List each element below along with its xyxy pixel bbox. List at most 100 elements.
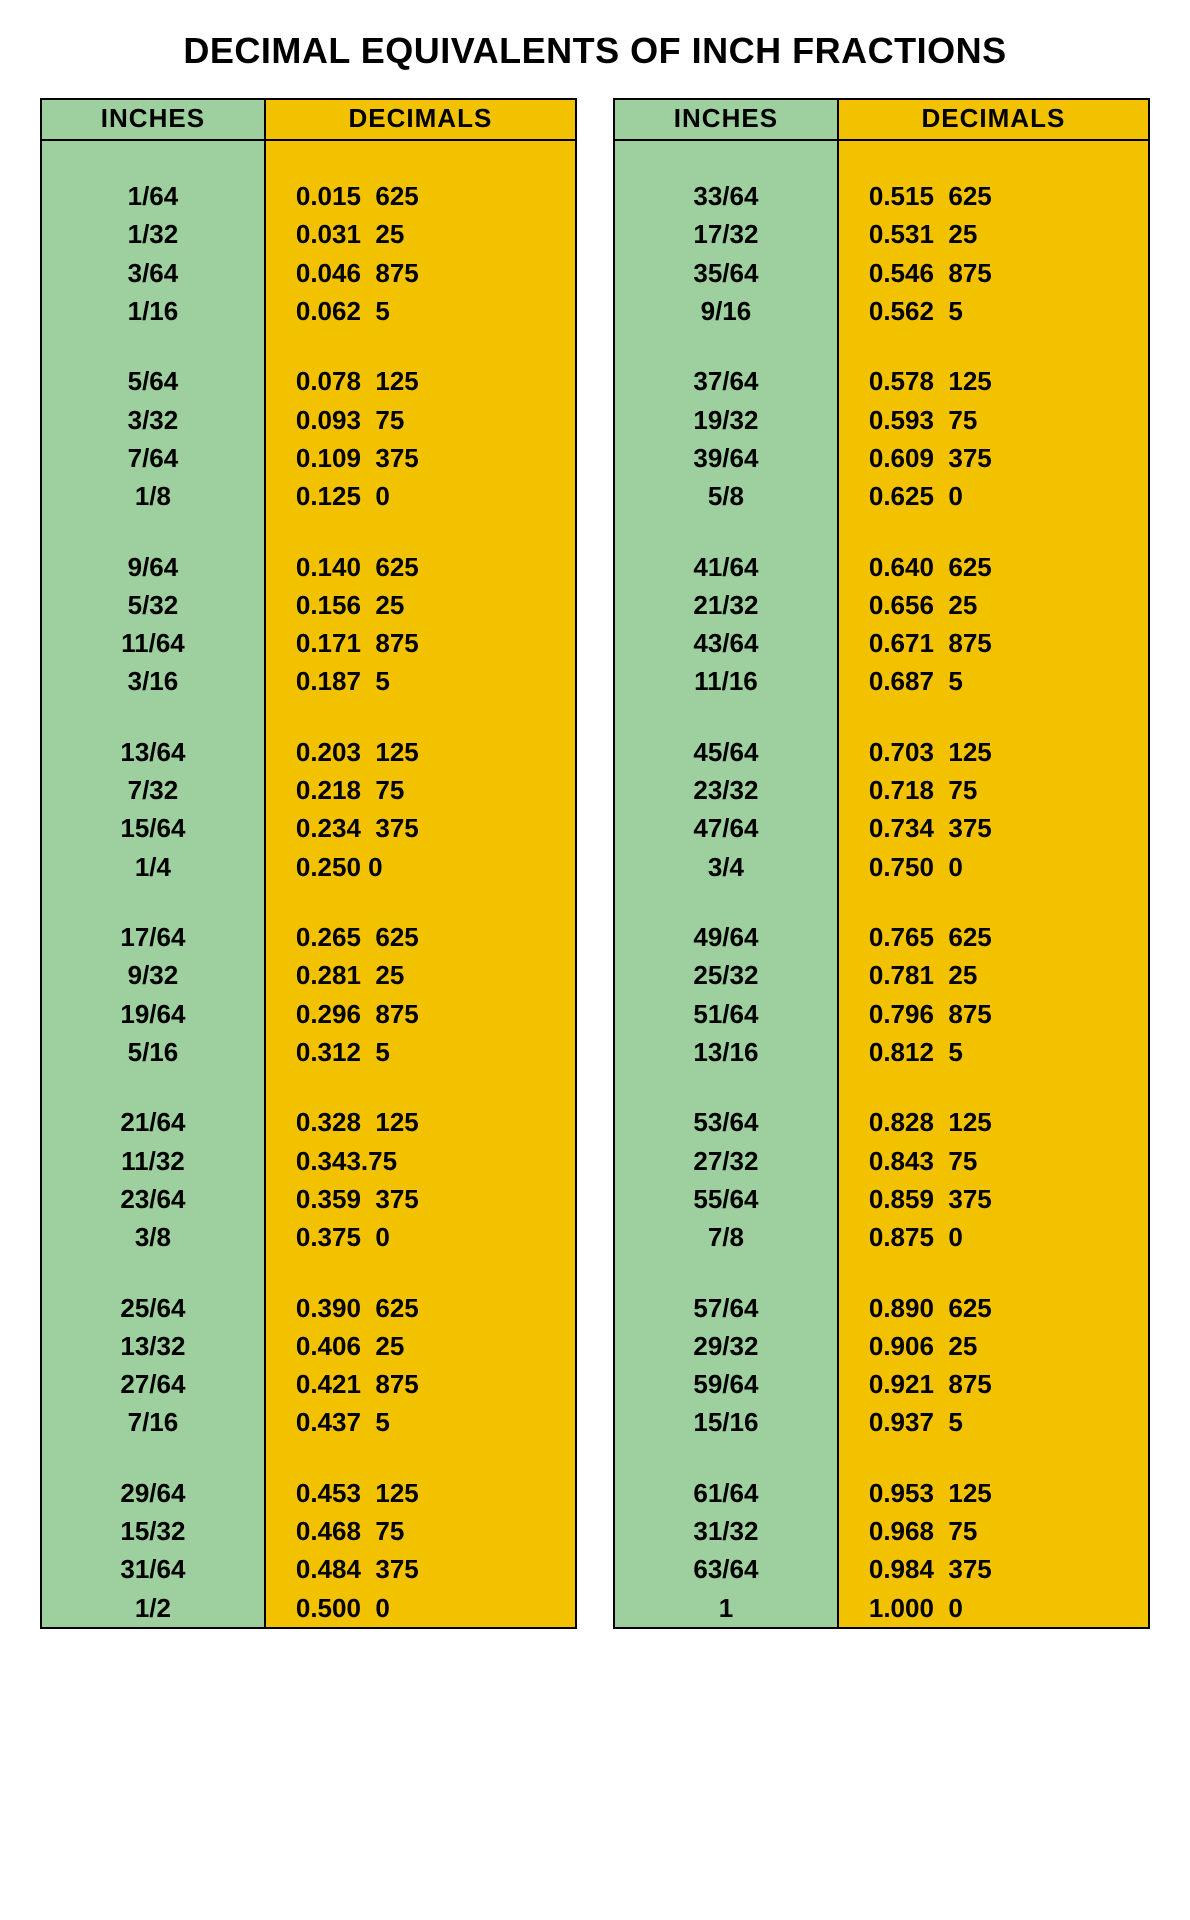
gap-cell-decimals: [266, 1442, 575, 1474]
fraction-cell: 59/64: [615, 1365, 839, 1403]
decimal-cell: 0.843 75: [839, 1142, 1148, 1180]
fraction-cell: 41/64: [615, 548, 839, 586]
decimal-cell: 0.781 25: [839, 956, 1148, 994]
table-row: 5/640.078 125: [42, 362, 575, 400]
fraction-cell: 5/8: [615, 477, 839, 515]
fraction-cell: 7/8: [615, 1218, 839, 1256]
fraction-cell: 17/64: [42, 918, 266, 956]
decimal-cell: 0.437 5: [266, 1403, 575, 1441]
decimal-cell: 0.718 75: [839, 771, 1148, 809]
fraction-cell: 27/32: [615, 1142, 839, 1180]
table-row: 57/640.890 625: [615, 1289, 1148, 1327]
decimal-cell: 0.078 125: [266, 362, 575, 400]
col-header-inches: INCHES: [42, 100, 266, 141]
table-top-spacer: [615, 141, 1148, 177]
decimal-cell: 0.218 75: [266, 771, 575, 809]
left-table: INCHES DECIMALS 1/640.015 6251/320.031 2…: [40, 98, 577, 1629]
table-row: 33/640.515 625: [615, 177, 1148, 215]
fraction-cell: 3/4: [615, 848, 839, 886]
fraction-cell: 25/32: [615, 956, 839, 994]
decimal-cell: 0.328 125: [266, 1103, 575, 1141]
group-gap-row: [615, 701, 1148, 733]
decimal-cell: 0.031 25: [266, 215, 575, 253]
fraction-cell: 53/64: [615, 1103, 839, 1141]
table-row: 9/160.562 5: [615, 292, 1148, 330]
gap-cell-inches: [42, 1071, 266, 1103]
table-row: 1/80.125 0: [42, 477, 575, 515]
fraction-cell: 43/64: [615, 624, 839, 662]
decimal-cell: 0.609 375: [839, 439, 1148, 477]
gap-cell-inches: [42, 516, 266, 548]
table-row: 25/640.390 625: [42, 1289, 575, 1327]
table-row: 13/640.203 125: [42, 733, 575, 771]
table-row: 17/320.531 25: [615, 215, 1148, 253]
decimal-cell: 0.906 25: [839, 1327, 1148, 1365]
fraction-cell: 1/8: [42, 477, 266, 515]
fraction-cell: 21/32: [615, 586, 839, 624]
decimal-cell: 0.109 375: [266, 439, 575, 477]
table-row: 11.000 0: [615, 1589, 1148, 1627]
page: DECIMAL EQUIVALENTS OF INCH FRACTIONS IN…: [0, 0, 1190, 1679]
fraction-cell: 7/64: [42, 439, 266, 477]
fraction-cell: 19/32: [615, 401, 839, 439]
fraction-cell: 29/64: [42, 1474, 266, 1512]
group-gap-row: [615, 1071, 1148, 1103]
fraction-cell: 13/16: [615, 1033, 839, 1071]
decimal-cell: 0.703 125: [839, 733, 1148, 771]
table-row: 51/640.796 875: [615, 995, 1148, 1033]
fraction-cell: 39/64: [615, 439, 839, 477]
group-gap-row: [42, 1071, 575, 1103]
fraction-cell: 3/16: [42, 662, 266, 700]
table-row: 21/640.328 125: [42, 1103, 575, 1141]
fraction-cell: 15/32: [42, 1512, 266, 1550]
table-row: 27/320.843 75: [615, 1142, 1148, 1180]
decimal-cell: 0.171 875: [266, 624, 575, 662]
fraction-cell: 31/32: [615, 1512, 839, 1550]
fraction-cell: 7/32: [42, 771, 266, 809]
gap-cell-decimals: [266, 330, 575, 362]
gap-cell-decimals: [839, 701, 1148, 733]
decimal-cell: 0.515 625: [839, 177, 1148, 215]
col-header-decimals: DECIMALS: [839, 100, 1148, 141]
decimal-cell: 0.375 0: [266, 1218, 575, 1256]
table-row: 29/320.906 25: [615, 1327, 1148, 1365]
table-row: 1/20.500 0: [42, 1589, 575, 1627]
gap-cell-decimals: [266, 1257, 575, 1289]
gap-cell-decimals: [839, 1442, 1148, 1474]
decimal-cell: 0.968 75: [839, 1512, 1148, 1550]
table-row: 3/160.187 5: [42, 662, 575, 700]
fraction-cell: 47/64: [615, 809, 839, 847]
fraction-cell: 49/64: [615, 918, 839, 956]
fraction-cell: 1: [615, 1589, 839, 1627]
decimal-cell: 0.250 0: [266, 848, 575, 886]
decimal-cell: 0.484 375: [266, 1550, 575, 1588]
fraction-cell: 21/64: [42, 1103, 266, 1141]
table-row: 31/320.968 75: [615, 1512, 1148, 1550]
fraction-cell: 9/64: [42, 548, 266, 586]
gap-cell-decimals: [266, 1071, 575, 1103]
table-row: 63/640.984 375: [615, 1550, 1148, 1588]
table-row: 47/640.734 375: [615, 809, 1148, 847]
group-gap-row: [615, 1257, 1148, 1289]
decimal-cell: 0.812 5: [839, 1033, 1148, 1071]
fraction-cell: 57/64: [615, 1289, 839, 1327]
table-row: 3/320.093 75: [42, 401, 575, 439]
table-row: 1/40.250 0: [42, 848, 575, 886]
fraction-cell: 19/64: [42, 995, 266, 1033]
table-row: 15/640.234 375: [42, 809, 575, 847]
decimal-cell: 0.625 0: [839, 477, 1148, 515]
decimal-cell: 0.890 625: [839, 1289, 1148, 1327]
decimal-cell: 0.015 625: [266, 177, 575, 215]
table-row: 29/640.453 125: [42, 1474, 575, 1512]
fraction-cell: 9/16: [615, 292, 839, 330]
decimal-cell: 0.468 75: [266, 1512, 575, 1550]
table-row: 13/320.406 25: [42, 1327, 575, 1365]
decimal-cell: 0.796 875: [839, 995, 1148, 1033]
decimal-cell: 0.187 5: [266, 662, 575, 700]
decimal-cell: 0.421 875: [266, 1365, 575, 1403]
decimal-cell: 0.875 0: [839, 1218, 1148, 1256]
decimal-cell: 0.562 5: [839, 292, 1148, 330]
table-row: 7/80.875 0: [615, 1218, 1148, 1256]
group-gap-row: [615, 886, 1148, 918]
decimal-cell: 0.046 875: [266, 254, 575, 292]
